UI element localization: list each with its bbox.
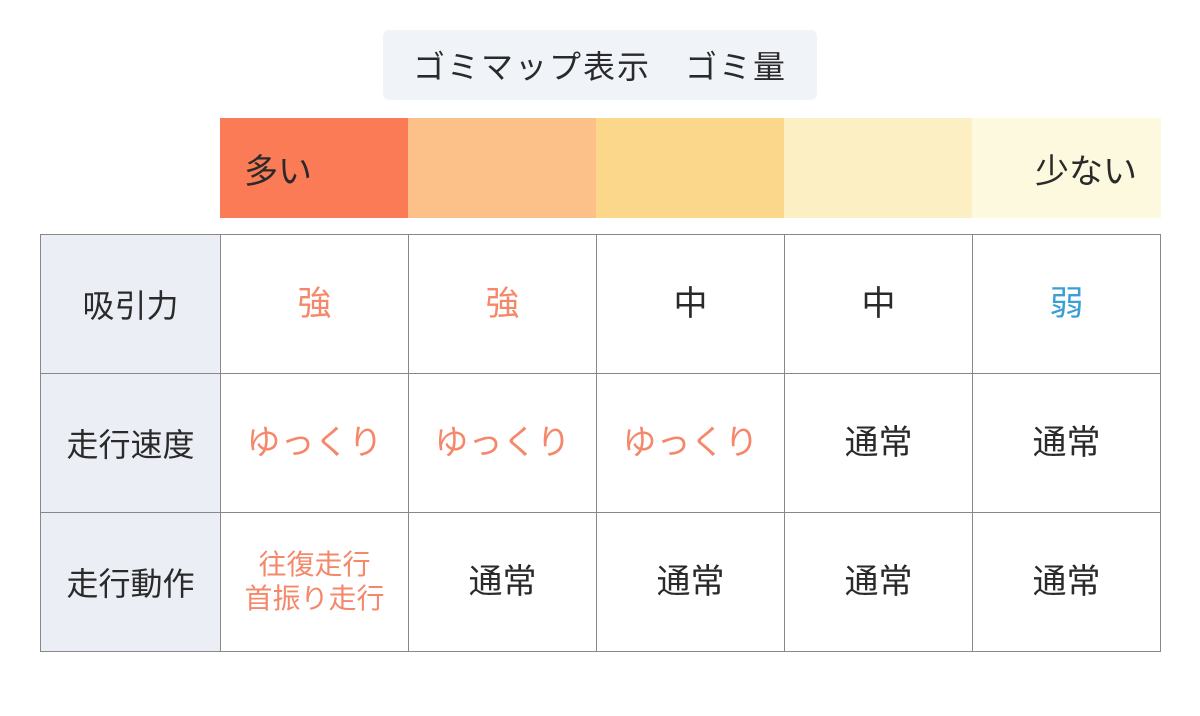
data-cell: ゆっくり [220, 373, 409, 513]
data-cell: 通常 [784, 512, 973, 652]
data-cell: ゆっくり [596, 373, 785, 513]
data-cell: ゆっくり [408, 373, 597, 513]
data-cell: 通常 [408, 512, 597, 652]
table-container: ゴミマップ表示 ゴミ量 多い 少ない 吸引力強強中中弱走行速度ゆっくりゆっくりゆ… [40, 30, 1160, 651]
scale-cell-3 [784, 118, 973, 218]
data-cell: 通常 [596, 512, 785, 652]
scale-cell-1 [408, 118, 597, 218]
data-cell: 中 [784, 234, 973, 374]
data-cell: 弱 [972, 234, 1161, 374]
scale-spacer [40, 118, 221, 218]
main-grid: 多い 少ない 吸引力強強中中弱走行速度ゆっくりゆっくりゆっくり通常通常走行動作往… [40, 118, 1160, 651]
title-row: ゴミマップ表示 ゴミ量 [40, 30, 1160, 100]
scale-cell-2 [596, 118, 785, 218]
data-cell: 通常 [972, 512, 1161, 652]
row-header: 走行速度 [40, 373, 221, 513]
row-header: 吸引力 [40, 234, 221, 374]
scale-cell-0: 多い [220, 118, 409, 218]
data-cell: 強 [220, 234, 409, 374]
scale-cell-4: 少ない [972, 118, 1161, 218]
data-cell: 中 [596, 234, 785, 374]
row-header: 走行動作 [40, 512, 221, 652]
scale-label-high: 多い [244, 144, 312, 193]
data-cell: 通常 [784, 373, 973, 513]
page-title: ゴミマップ表示 ゴミ量 [383, 30, 817, 100]
data-cell: 通常 [972, 373, 1161, 513]
scale-label-low: 少ない [1035, 144, 1137, 193]
data-cell: 往復走行首振り走行 [220, 512, 409, 652]
data-cell: 強 [408, 234, 597, 374]
gap [40, 217, 1161, 235]
